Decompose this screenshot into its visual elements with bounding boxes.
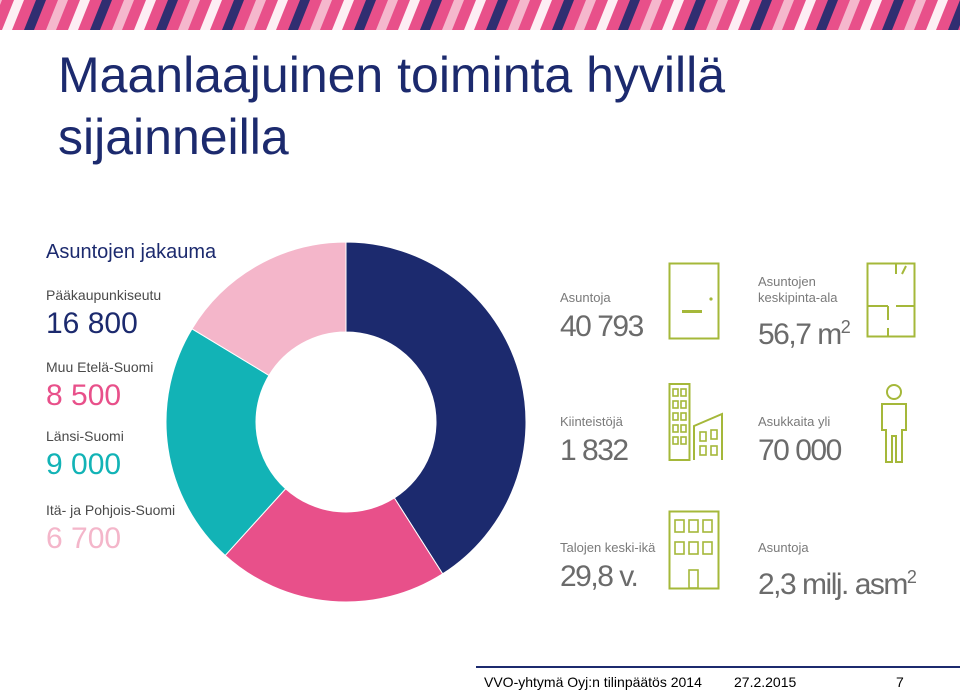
stat-value-wrap: 56,7 m2 xyxy=(758,310,878,352)
donut-slice-4 xyxy=(191,241,347,377)
band-stripe xyxy=(398,0,420,30)
stat-unit-sup: 2 xyxy=(906,567,917,587)
band-stripe xyxy=(662,0,684,30)
band-stripe xyxy=(860,0,882,30)
dist-label: Muu Etelä-Suomi xyxy=(46,359,154,375)
band-stripe xyxy=(552,0,574,30)
footer-company: VVO-yhtymä Oyj:n tilinpäätös 2014 xyxy=(484,674,702,690)
dist-label: Pääkaupunkiseutu xyxy=(46,287,162,303)
dist-label: Itä- ja Pohjois-Suomi xyxy=(46,502,176,518)
band-stripe xyxy=(926,0,948,30)
stat-label: Asuntoja xyxy=(560,290,611,305)
band-stripe xyxy=(596,0,618,30)
apartment-icon xyxy=(668,262,720,340)
band-stripe xyxy=(882,0,904,30)
footer: VVO-yhtymä Oyj:n tilinpäätös 2014 27.2.2… xyxy=(476,666,960,694)
donut-slice-2 xyxy=(224,488,444,603)
band-stripe xyxy=(266,0,288,30)
band-stripe xyxy=(24,0,46,30)
stat-label: Talojen keski-ikä xyxy=(560,540,656,555)
band-stripe xyxy=(112,0,134,30)
stat-avg-age: Talojen keski-ikä 29,8 v. xyxy=(560,540,670,594)
band-stripe xyxy=(442,0,464,30)
stat-residents: Asukkaita yli 70 000 xyxy=(758,414,878,468)
stat-unit-sup: 2 xyxy=(840,317,851,337)
band-stripe xyxy=(376,0,398,30)
slide-title: Maanlaajuinen toiminta hyvillä sijainnei… xyxy=(58,47,726,165)
stat-value: 1 832 xyxy=(560,434,629,467)
floorplan-icon xyxy=(866,262,916,338)
building-icon xyxy=(668,510,720,590)
dist-value: 9 000 xyxy=(46,448,122,481)
stat-label: Asukkaita yli xyxy=(758,414,831,429)
band-stripe xyxy=(90,0,112,30)
stat-apartments: Asuntoja 40 793 xyxy=(560,290,660,344)
stat-value: 70 000 xyxy=(758,434,842,467)
distribution-title: Asuntojen jakauma xyxy=(46,241,217,263)
band-stripe xyxy=(772,0,794,30)
band-stripe xyxy=(948,0,960,30)
band-stripe xyxy=(706,0,728,30)
band-stripe xyxy=(2,0,24,30)
stat-properties: Kiinteistöjä 1 832 xyxy=(560,414,660,468)
band-stripe xyxy=(134,0,156,30)
band-stripe xyxy=(68,0,90,30)
footer-date: 27.2.2015 xyxy=(734,674,797,690)
band-stripe xyxy=(640,0,662,30)
band-stripe xyxy=(464,0,486,30)
stat-value-wrap: 2,3 milj. asm2 xyxy=(758,560,948,602)
band-stripe xyxy=(310,0,332,30)
band-stripe xyxy=(200,0,222,30)
band-stripe xyxy=(838,0,860,30)
stat-total-area: Asuntoja 2,3 milj. asm2 xyxy=(758,540,948,602)
band-stripe xyxy=(618,0,640,30)
stat-avg-area: Asuntojen keskipinta-ala 56,7 m2 xyxy=(758,274,878,352)
band-stripe xyxy=(332,0,354,30)
band-stripe xyxy=(486,0,508,30)
person-icon xyxy=(881,384,907,463)
band-stripe xyxy=(794,0,816,30)
band-stripe xyxy=(46,0,68,30)
stat-label: Asuntojen keskipinta-ala xyxy=(758,274,838,305)
dist-item-south: Muu Etelä-Suomi 8 500 xyxy=(46,359,153,413)
dist-item-east-north: Itä- ja Pohjois-Suomi 6 700 xyxy=(46,502,175,556)
band-stripe xyxy=(750,0,772,30)
band-stripe xyxy=(816,0,838,30)
band-stripe xyxy=(288,0,310,30)
stat-value: 2,3 milj. asm xyxy=(758,568,908,601)
dist-value: 6 700 xyxy=(46,522,122,555)
donut-slice-1 xyxy=(345,241,527,575)
band-stripe xyxy=(684,0,706,30)
band-stripe xyxy=(354,0,376,30)
band-pattern xyxy=(0,0,960,30)
band-stripe xyxy=(530,0,552,30)
stat-value: 29,8 v. xyxy=(560,560,639,593)
stat-label: Kiinteistöjä xyxy=(560,414,623,429)
band-stripe xyxy=(222,0,244,30)
buildings-icon xyxy=(668,383,723,461)
distribution-donut-chart xyxy=(165,241,527,603)
band-stripe xyxy=(244,0,266,30)
dist-label: Länsi-Suomi xyxy=(46,428,124,444)
top-decorative-band xyxy=(0,0,960,30)
dist-value: 16 800 xyxy=(46,307,138,340)
band-stripe xyxy=(508,0,530,30)
band-stripe xyxy=(420,0,442,30)
dist-item-capital: Pääkaupunkiseutu 16 800 xyxy=(46,287,161,341)
band-stripe xyxy=(0,0,2,5)
donut-slice-3 xyxy=(165,328,287,557)
stat-value: 40 793 xyxy=(560,310,644,343)
dist-value: 8 500 xyxy=(46,379,122,412)
footer-page-number: 7 xyxy=(896,674,904,690)
band-stripe xyxy=(904,0,926,30)
stat-value: 56,7 m xyxy=(758,318,842,351)
stat-label: Asuntoja xyxy=(758,540,809,555)
band-stripe xyxy=(178,0,200,30)
dist-item-west: Länsi-Suomi 9 000 xyxy=(46,428,124,482)
band-stripe xyxy=(728,0,750,30)
band-stripe xyxy=(156,0,178,30)
band-stripe xyxy=(574,0,596,30)
